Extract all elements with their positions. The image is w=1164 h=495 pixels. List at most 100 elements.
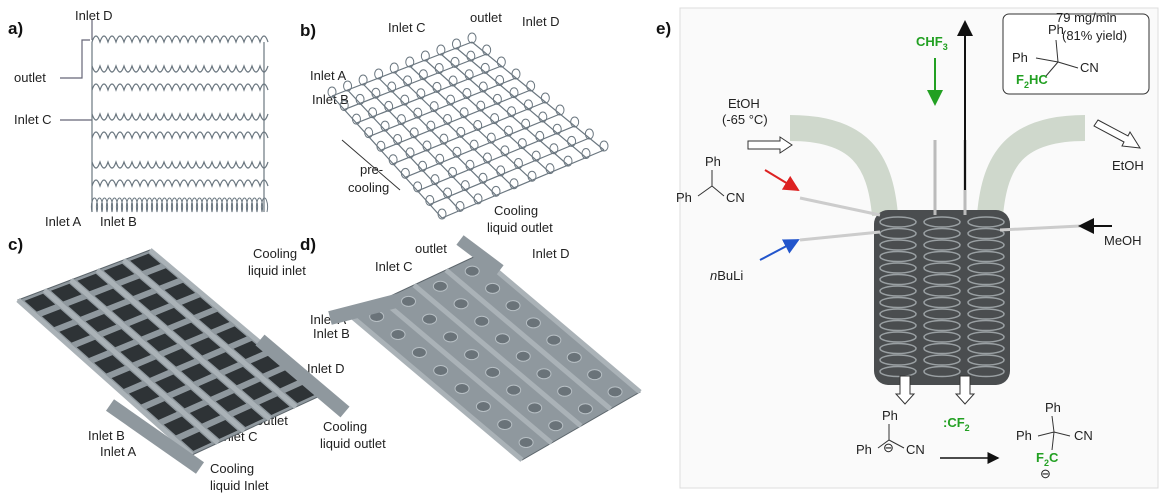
- cell: [519, 438, 533, 448]
- label: liquid outlet: [320, 436, 386, 451]
- label: liquid outlet: [487, 220, 553, 235]
- charge: ⊖: [1040, 466, 1051, 481]
- coil: [92, 66, 268, 72]
- label: Inlet D: [75, 8, 113, 23]
- label: Cooling: [210, 461, 254, 476]
- atom: CN: [1074, 428, 1093, 443]
- reagent-text: :CF: [943, 415, 965, 430]
- atom: CN: [726, 190, 745, 205]
- label: Inlet A: [100, 444, 136, 459]
- cell: [547, 335, 561, 345]
- atom: CN: [906, 442, 925, 457]
- label: outlet: [415, 241, 447, 256]
- coil: [430, 138, 590, 204]
- panel-label: c): [8, 235, 23, 254]
- reagent: EtOH: [1112, 158, 1144, 173]
- label: outlet: [14, 70, 46, 85]
- label: Inlet B: [312, 92, 349, 107]
- label: liquid Inlet: [210, 478, 269, 493]
- coil: [393, 102, 545, 164]
- coil: [92, 180, 268, 186]
- label: liquid inlet: [248, 263, 306, 278]
- cell: [558, 386, 572, 396]
- label: Inlet D: [522, 14, 560, 29]
- coil: [381, 90, 531, 150]
- cell: [567, 352, 581, 362]
- label: Cooling: [494, 203, 538, 218]
- atom: Ph: [705, 154, 721, 169]
- panel-label: e): [656, 19, 671, 38]
- reagent-text: BuLi: [717, 268, 743, 283]
- label: pre-: [360, 162, 383, 177]
- coil: [92, 132, 268, 138]
- coil: [92, 114, 268, 120]
- cell: [486, 283, 500, 293]
- label: Cooling: [253, 246, 297, 261]
- reagent: EtOH: [728, 96, 760, 111]
- spring: [92, 198, 268, 212]
- cell: [412, 348, 426, 358]
- coil: [369, 78, 516, 137]
- cell: [391, 330, 405, 340]
- coil: [379, 78, 496, 195]
- atom: Ph: [1016, 428, 1032, 443]
- label: Inlet A: [310, 68, 346, 83]
- panel-label: a): [8, 19, 23, 38]
- label: Cooling: [323, 419, 367, 434]
- loop: [468, 33, 476, 43]
- atom: Ph: [1045, 400, 1061, 415]
- coil: [344, 54, 486, 110]
- label: Inlet B: [88, 428, 125, 443]
- cell: [402, 296, 416, 306]
- subscript: 3: [943, 42, 948, 52]
- atom-text: F: [1036, 450, 1044, 465]
- coil: [92, 162, 268, 168]
- cell: [433, 281, 447, 291]
- cell: [578, 404, 592, 414]
- label: Inlet A: [45, 214, 81, 229]
- cell: [496, 334, 510, 344]
- cell: [506, 301, 520, 311]
- cell: [528, 403, 542, 413]
- cell: [476, 402, 490, 412]
- atom-text: F: [1016, 72, 1024, 87]
- atom: CN: [1080, 60, 1099, 75]
- cell: [454, 299, 468, 309]
- cell: [526, 318, 540, 328]
- coil: [472, 42, 604, 150]
- connector: [92, 42, 264, 212]
- atom-text: C: [1049, 450, 1059, 465]
- coil: [92, 36, 268, 42]
- coil: [92, 84, 268, 90]
- cell: [434, 366, 448, 376]
- cell: [475, 316, 489, 326]
- cell: [588, 370, 602, 380]
- reagent: nBuLi: [710, 268, 743, 283]
- label: Inlet C: [388, 20, 426, 35]
- cell: [537, 369, 551, 379]
- cell: [455, 384, 469, 394]
- figure: a) b) c) d) e) Inlet D outlet Inlet C In…: [0, 0, 1164, 495]
- connector: [60, 20, 92, 120]
- cell: [486, 367, 500, 377]
- label: Inlet C: [375, 259, 413, 274]
- coil: [456, 48, 586, 158]
- atom-text: HC: [1029, 72, 1048, 87]
- atom: Ph: [676, 190, 692, 205]
- atom: Ph: [856, 442, 872, 457]
- coil: [356, 66, 501, 123]
- cell: [549, 421, 563, 431]
- cell: [465, 266, 479, 276]
- label: Inlet C: [14, 112, 52, 127]
- cell: [444, 332, 458, 342]
- cell: [608, 387, 622, 397]
- atom: Ph: [882, 408, 898, 423]
- cell: [516, 351, 530, 361]
- cell: [465, 350, 479, 360]
- coil: [394, 72, 514, 188]
- cell: [423, 314, 437, 324]
- coil: [332, 42, 472, 96]
- coil: [410, 66, 532, 180]
- panel-label: d): [300, 235, 316, 254]
- cell: [498, 420, 512, 430]
